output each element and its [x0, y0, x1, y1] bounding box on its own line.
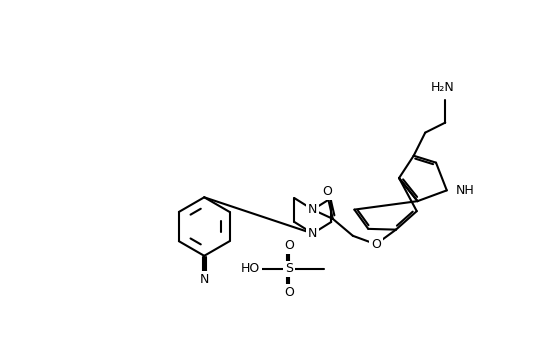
Text: N: N	[308, 203, 318, 216]
Text: H₂N: H₂N	[431, 81, 454, 94]
Text: NH: NH	[456, 184, 475, 197]
Text: N: N	[308, 227, 318, 240]
Text: O: O	[284, 285, 294, 299]
Text: O: O	[284, 239, 294, 252]
Text: N: N	[199, 273, 209, 286]
Text: O: O	[371, 238, 381, 251]
Text: S: S	[285, 262, 293, 275]
Text: O: O	[323, 185, 332, 198]
Text: HO: HO	[241, 262, 261, 275]
